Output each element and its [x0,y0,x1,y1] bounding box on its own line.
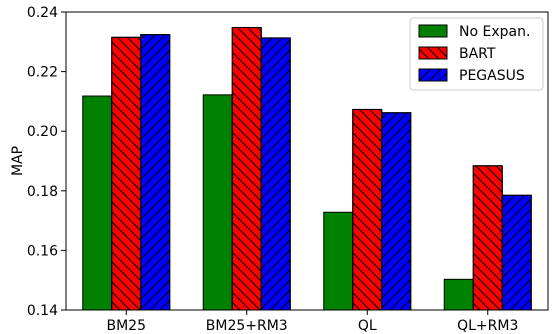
legend-label: PEGASUS [459,68,525,84]
bars-group [82,26,532,311]
y-tick-label: 0.20 [27,124,58,140]
bar-no-expan-bm25-rm3 [202,94,233,311]
plot-frame [65,11,549,311]
bar-hatch [111,36,142,311]
x-tick-label: BM25+RM3 [206,318,288,334]
legend-label: No Expan. [459,24,530,40]
y-tick-label: 0.14 [27,303,58,319]
bar-hatch [140,34,171,311]
legend-label: BART [459,46,496,62]
y-tick-label: 0.16 [27,243,58,259]
bar-hatch [472,165,503,311]
legend-swatch [418,24,448,38]
legend-swatch-hatch [418,46,448,60]
bar-hatch [352,108,383,311]
bar-no-expan-ql [323,211,354,311]
x-tick-label: QL+RM3 [457,318,518,334]
x-tick-label: BM25 [107,318,147,334]
bar-no-expan-bm25 [82,95,113,311]
y-axis-label: MAP [10,146,26,176]
y-tick-label: 0.22 [27,65,58,81]
bar-hatch [381,112,412,311]
x-tick-label: QL [358,318,377,334]
x-axis: BM25 BM25+RM3 QL QL+RM3 [107,310,518,334]
y-tick-label: 0.24 [27,5,58,21]
bar-no-expan-ql-rm3 [443,278,474,311]
bar-hatch [501,194,532,311]
y-axis: 0.14 0.16 0.18 0.20 0.22 0.24 [27,5,66,319]
y-tick-label: 0.18 [27,184,58,200]
bar-hatch [231,26,262,311]
bar-hatch [260,37,291,311]
legend-swatch-hatch [418,68,448,82]
legend: No Expan. BART PEGASUS [409,17,544,91]
